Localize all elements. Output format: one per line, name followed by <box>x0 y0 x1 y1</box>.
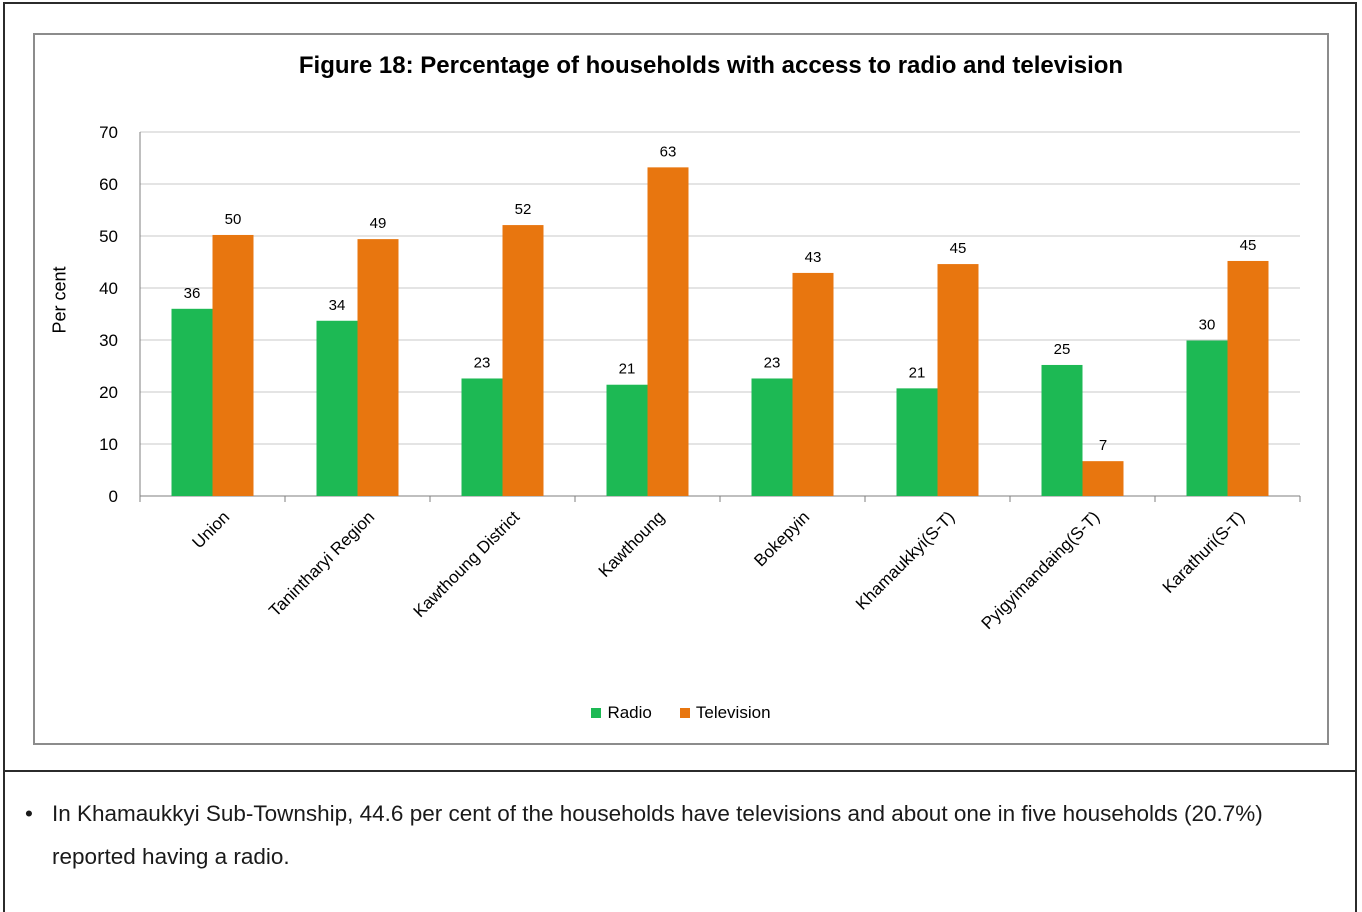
bar-television <box>1082 461 1124 496</box>
legend-swatch-radio <box>591 708 602 718</box>
summary-text: In Khamaukkyi Sub-Township, 44.6 per cen… <box>52 801 1263 869</box>
y-tick-label: 60 <box>99 175 118 194</box>
data-label: 21 <box>909 364 926 381</box>
data-label: 45 <box>950 240 967 257</box>
bar-radio <box>606 384 648 496</box>
data-label: 30 <box>1199 317 1216 334</box>
y-tick-label: 10 <box>99 435 118 454</box>
x-tick-label: Kawthoung <box>595 507 669 581</box>
x-tick-label: Khamaukkyi(S-T) <box>852 507 958 613</box>
x-tick-label: Bokepyin <box>750 507 813 570</box>
data-label: 25 <box>1054 341 1071 358</box>
bar-television <box>502 225 544 496</box>
x-tick-label: Union <box>188 507 233 552</box>
x-tick-label: Karathuri(S-T) <box>1159 507 1249 597</box>
data-label: 50 <box>225 211 242 228</box>
legend-item-radio: Radio <box>591 703 652 723</box>
bar-television <box>792 272 834 496</box>
data-label: 21 <box>619 361 636 378</box>
data-label: 43 <box>805 249 822 266</box>
bullet-marker: • <box>25 801 33 826</box>
x-tick-label: Kawthoung District <box>410 507 524 621</box>
bar-television <box>1227 260 1269 496</box>
x-tick-label: Tanintharyi Region <box>265 507 378 620</box>
legend-item-television: Television <box>679 703 771 723</box>
bar-television <box>357 239 399 496</box>
data-label: 52 <box>515 201 532 218</box>
data-label: 7 <box>1099 437 1107 454</box>
legend-swatch-television <box>679 708 690 718</box>
chart-title: Figure 18: Percentage of households with… <box>298 52 1124 79</box>
y-tick-label: 0 <box>109 487 118 506</box>
chart-legend: Radio Television <box>0 703 1362 723</box>
summary-note: • In Khamaukkyi Sub-Township, 44.6 per c… <box>25 792 1345 878</box>
data-label: 23 <box>764 354 781 371</box>
y-tick-label: 70 <box>99 123 118 142</box>
bar-radio <box>1041 364 1083 496</box>
bar-radio <box>316 320 358 496</box>
y-tick-label: 20 <box>99 383 118 402</box>
bar-radio <box>171 308 213 496</box>
y-tick-label: 30 <box>99 331 118 350</box>
page-frame <box>3 2 1357 912</box>
bar-chart: 0 10 20 30 40 50 60 70 36 50 Union 34 49 Tanintharyi … <box>99 123 1301 633</box>
y-tick-label: 40 <box>99 279 118 298</box>
bar-radio <box>461 378 503 496</box>
data-label: 36 <box>184 285 201 302</box>
legend-label-radio: Radio <box>607 703 652 722</box>
data-label: 23 <box>474 354 491 371</box>
bar-radio <box>1186 340 1228 496</box>
bar-television <box>937 264 979 496</box>
section-divider <box>3 770 1357 772</box>
bar-radio <box>751 378 793 496</box>
data-label: 63 <box>660 143 677 160</box>
bar-radio <box>896 388 938 496</box>
data-label: 49 <box>370 215 387 232</box>
bar-television <box>647 167 689 497</box>
y-tick-label: 50 <box>99 227 118 246</box>
data-label: 34 <box>329 297 346 314</box>
x-tick-label: Pyigyimandaing(S-T) <box>978 507 1104 633</box>
bar-television <box>212 234 254 496</box>
data-label: 45 <box>1240 237 1257 254</box>
legend-label-television: Television <box>695 703 771 722</box>
